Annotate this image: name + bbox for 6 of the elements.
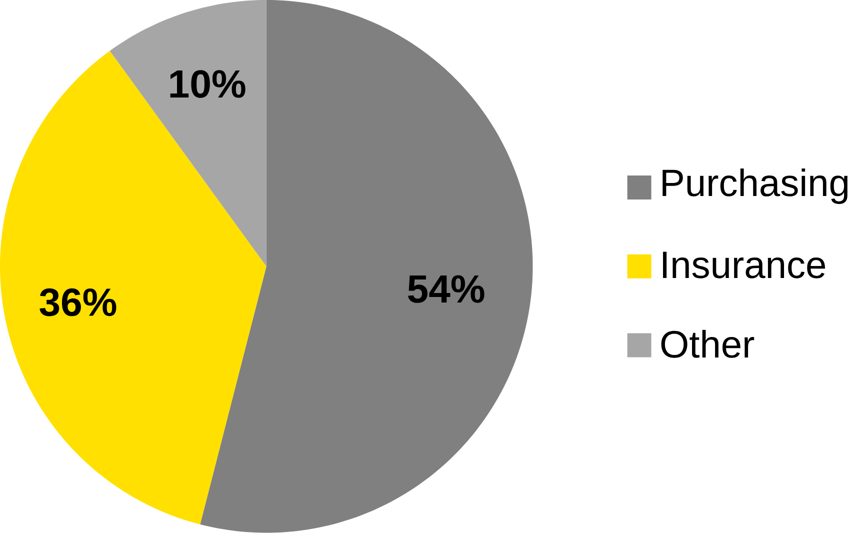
data-label: 54% xyxy=(408,275,484,304)
data-label: 36% xyxy=(40,288,116,316)
data-label: 10% xyxy=(170,70,246,98)
legend-label: Other xyxy=(661,330,754,358)
legend-label: Purchasing xyxy=(662,168,848,204)
legend-label: Insurance xyxy=(663,252,826,278)
